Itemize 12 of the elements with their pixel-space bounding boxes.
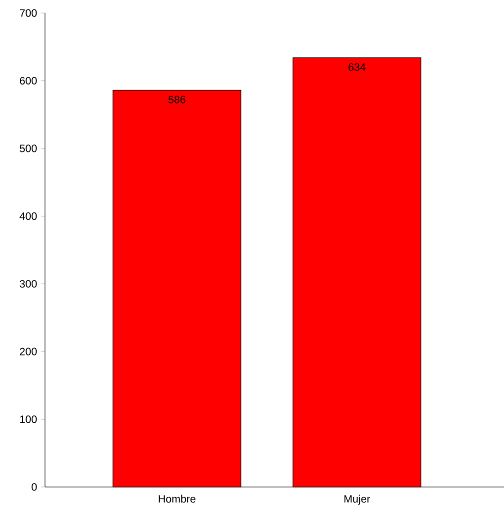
y-tick-label: 0	[32, 483, 37, 491]
y-tick-label: 700	[20, 9, 37, 17]
data-label: 634	[348, 63, 366, 71]
y-tick-label: 500	[20, 144, 37, 152]
x-tick-label: Hombre	[158, 494, 196, 503]
y-tick-label: 200	[20, 348, 37, 356]
y-tick-label: 600	[20, 76, 37, 84]
x-tick-label: Mujer	[344, 494, 370, 505]
y-tick-label: 100	[20, 416, 37, 424]
y-tick-label: 300	[20, 280, 37, 288]
data-label: 586	[168, 96, 186, 104]
y-tick-label: 400	[20, 212, 37, 220]
